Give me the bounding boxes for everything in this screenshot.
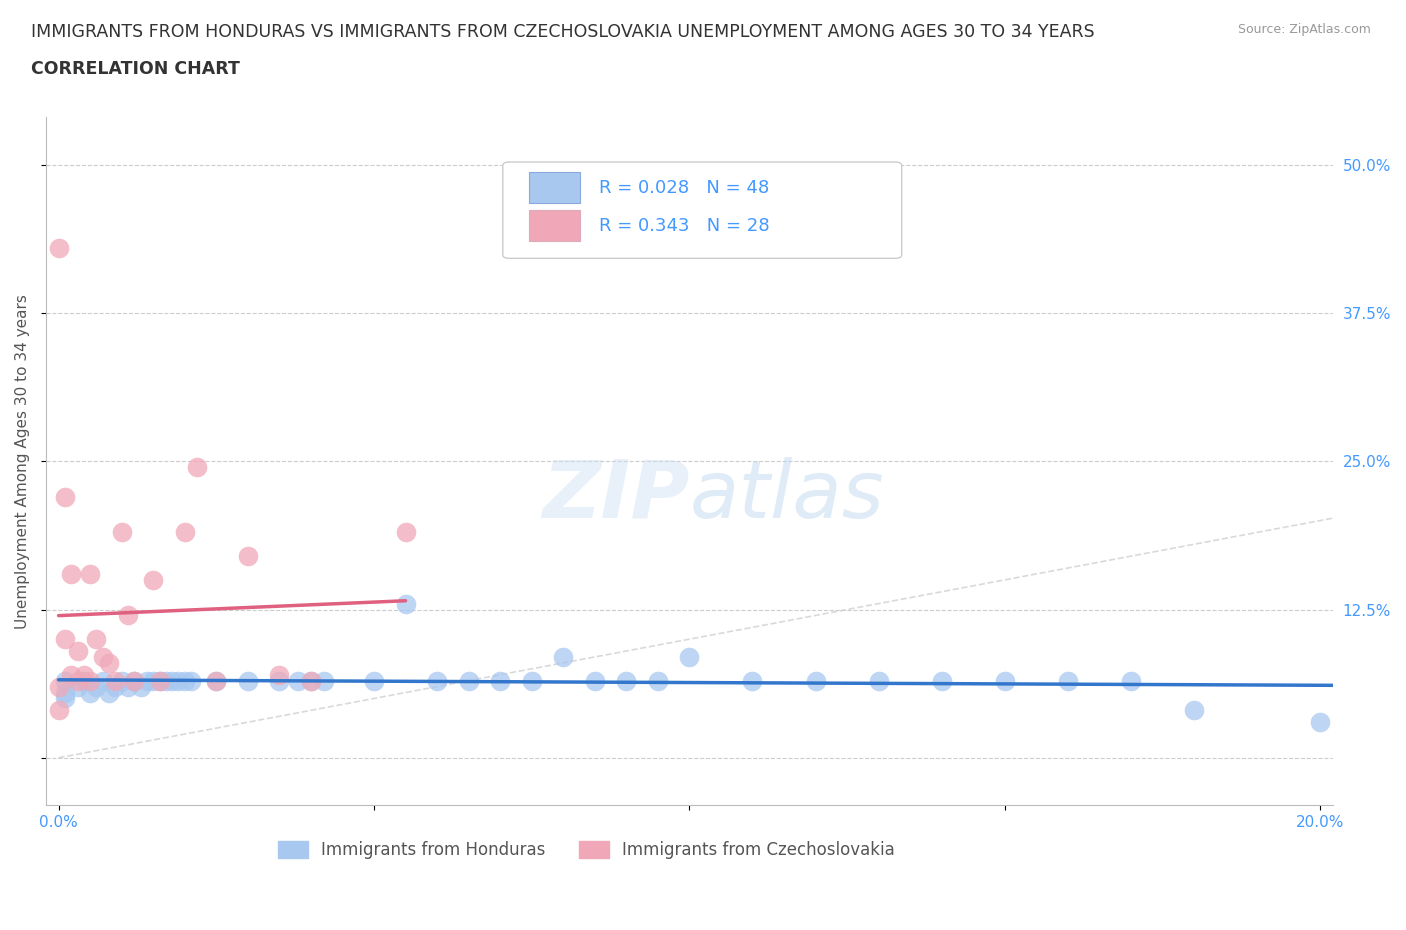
Point	[53, 631, 76, 646]
Text: atlas: atlas	[689, 457, 884, 535]
Point	[155, 673, 177, 688]
Point	[236, 549, 259, 564]
Point	[426, 673, 449, 688]
Point	[1309, 715, 1331, 730]
Point	[60, 566, 83, 581]
Point	[520, 673, 543, 688]
Point	[111, 525, 134, 540]
Point	[66, 679, 89, 694]
Point	[186, 459, 208, 474]
Point	[142, 673, 165, 688]
Point	[553, 649, 575, 664]
Point	[160, 673, 183, 688]
Point	[363, 673, 385, 688]
Point	[53, 673, 76, 688]
Point	[1119, 673, 1142, 688]
FancyBboxPatch shape	[529, 172, 581, 204]
Point	[287, 673, 309, 688]
Point	[124, 673, 146, 688]
Point	[678, 649, 700, 664]
Text: IMMIGRANTS FROM HONDURAS VS IMMIGRANTS FROM CZECHOSLOVAKIA UNEMPLOYMENT AMONG AG: IMMIGRANTS FROM HONDURAS VS IMMIGRANTS F…	[31, 23, 1094, 41]
Point	[931, 673, 953, 688]
Y-axis label: Unemployment Among Ages 30 to 34 years: Unemployment Among Ages 30 to 34 years	[15, 294, 30, 629]
Point	[104, 679, 127, 694]
Point	[868, 673, 890, 688]
Point	[804, 673, 827, 688]
Point	[117, 608, 139, 623]
Point	[60, 668, 83, 683]
Point	[994, 673, 1017, 688]
FancyBboxPatch shape	[503, 162, 901, 259]
Point	[79, 566, 101, 581]
Point	[457, 673, 479, 688]
Point	[1182, 703, 1205, 718]
Legend: Immigrants from Honduras, Immigrants from Czechoslovakia: Immigrants from Honduras, Immigrants fro…	[271, 834, 901, 866]
Point	[91, 649, 114, 664]
Point	[142, 573, 165, 588]
FancyBboxPatch shape	[529, 210, 581, 241]
Point	[205, 673, 228, 688]
Point	[1056, 673, 1078, 688]
Point	[299, 673, 322, 688]
Point	[48, 703, 70, 718]
Text: ZIP: ZIP	[541, 457, 689, 535]
Point	[111, 673, 134, 688]
Point	[167, 673, 190, 688]
Point	[180, 673, 202, 688]
Point	[647, 673, 669, 688]
Point	[73, 668, 96, 683]
Point	[236, 673, 259, 688]
Text: R = 0.028   N = 48: R = 0.028 N = 48	[599, 179, 769, 197]
Point	[117, 679, 139, 694]
Point	[124, 673, 146, 688]
Point	[104, 673, 127, 688]
Point	[98, 656, 121, 671]
Point	[173, 673, 195, 688]
Point	[66, 673, 89, 688]
Point	[205, 673, 228, 688]
Point	[66, 644, 89, 658]
Point	[269, 673, 291, 688]
Point	[86, 631, 108, 646]
Point	[173, 525, 195, 540]
Text: CORRELATION CHART: CORRELATION CHART	[31, 60, 240, 78]
Point	[135, 673, 157, 688]
Point	[53, 489, 76, 504]
Point	[48, 240, 70, 255]
Point	[312, 673, 335, 688]
Point	[148, 673, 170, 688]
Point	[79, 673, 101, 688]
Point	[269, 668, 291, 683]
Point	[79, 685, 101, 700]
Point	[394, 525, 416, 540]
Point	[148, 673, 170, 688]
Point	[741, 673, 763, 688]
Point	[86, 679, 108, 694]
Point	[614, 673, 637, 688]
Point	[299, 673, 322, 688]
Text: R = 0.343   N = 28: R = 0.343 N = 28	[599, 217, 770, 234]
Point	[73, 673, 96, 688]
Point	[53, 691, 76, 706]
Point	[129, 679, 152, 694]
Text: Source: ZipAtlas.com: Source: ZipAtlas.com	[1237, 23, 1371, 36]
Point	[98, 685, 121, 700]
Point	[91, 673, 114, 688]
Point	[394, 596, 416, 611]
Point	[583, 673, 606, 688]
Point	[48, 679, 70, 694]
Point	[53, 685, 76, 700]
Point	[489, 673, 512, 688]
